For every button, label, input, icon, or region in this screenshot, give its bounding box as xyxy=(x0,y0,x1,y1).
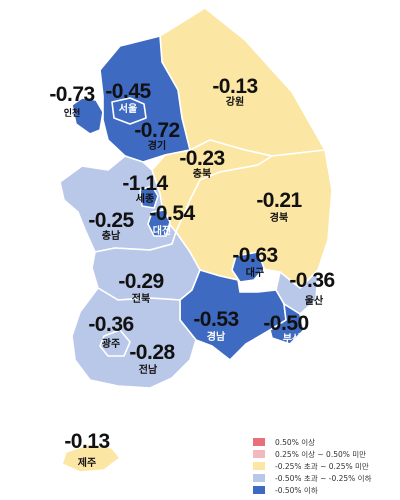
legend-swatch xyxy=(253,438,265,446)
name-jeonbuk: 전북 xyxy=(131,294,151,305)
region-busan[interactable] xyxy=(269,303,305,345)
name-chungbuk: 충북 xyxy=(192,169,212,180)
label-busan: -0.50 부산 xyxy=(263,312,309,345)
legend-swatch xyxy=(253,450,265,458)
label-daegu: -0.63 대구 xyxy=(232,244,278,279)
legend-item: -0.50% 이하 xyxy=(253,484,371,496)
label-gyeongbuk: -0.21 경북 xyxy=(256,189,302,224)
label-incheon: -0.73 인천 xyxy=(49,83,95,120)
legend-item: 0.50% 이상 xyxy=(253,436,371,448)
region-gwangju[interactable] xyxy=(99,329,131,357)
name-gangwon: 강원 xyxy=(225,97,245,108)
label-chungbuk: -0.23 충북 xyxy=(179,147,225,180)
name-gyeongbuk: 경북 xyxy=(269,213,289,224)
region-jeju[interactable] xyxy=(61,443,121,473)
region-jeonnam[interactable] xyxy=(71,287,197,389)
label-jeonbuk: -0.29 전북 xyxy=(118,270,164,305)
name-jeju: 제주 xyxy=(77,458,97,469)
legend: 0.50% 이상 0.25% 이상 ~ 0.50% 미만 -0.25% 초과 ~… xyxy=(253,436,371,496)
value-chungbuk: -0.23 xyxy=(179,147,225,170)
name-seoul: 서울 xyxy=(118,104,138,115)
name-busan: 부산 xyxy=(282,334,302,345)
value-gyeongbuk: -0.21 xyxy=(256,189,302,212)
name-sejong: 세종 xyxy=(135,194,155,205)
legend-label: 0.50% 이상 xyxy=(275,437,316,447)
legend-item: -0.50% 초과 ~ -0.25% 이하 xyxy=(253,472,371,484)
label-gyeonggi: -0.72 경기 xyxy=(134,119,180,152)
name-gyeonggi: 경기 xyxy=(147,141,167,152)
region-sejong[interactable] xyxy=(139,185,159,209)
legend-swatch xyxy=(253,486,265,494)
legend-label: 0.25% 이상 ~ 0.50% 미만 xyxy=(275,449,367,459)
value-jeju: -0.13 xyxy=(64,430,110,453)
value-jeonnam: -0.28 xyxy=(129,341,175,364)
name-gyeongnam: 경남 xyxy=(206,332,226,343)
value-daegu: -0.63 xyxy=(232,244,278,267)
value-busan: -0.50 xyxy=(263,312,309,335)
value-chungnam: -0.25 xyxy=(88,209,134,232)
value-gwangju: -0.36 xyxy=(88,313,134,336)
region-seoul[interactable] xyxy=(111,97,147,125)
label-seoul: -0.45 서울 xyxy=(105,80,151,115)
legend-swatch xyxy=(253,462,265,470)
legend-item: 0.25% 이상 ~ 0.50% 미만 xyxy=(253,448,371,460)
label-ulsan: -0.36 울산 xyxy=(289,269,335,307)
value-gyeonggi: -0.72 xyxy=(134,119,180,142)
legend-label: -0.50% 초과 ~ -0.25% 이하 xyxy=(275,473,372,483)
name-jeonnam: 전남 xyxy=(138,365,158,376)
legend-swatch xyxy=(253,474,265,482)
value-incheon: -0.73 xyxy=(49,83,95,106)
label-gwangju: -0.36 광주 xyxy=(88,313,134,350)
label-gyeongnam: -0.53 경남 xyxy=(193,308,239,343)
name-ulsan: 울산 xyxy=(304,296,324,307)
value-jeonbuk: -0.29 xyxy=(118,270,164,293)
name-incheon: 인천 xyxy=(63,109,81,119)
label-jeju: -0.13 제주 xyxy=(64,430,110,469)
legend-label: -0.25% 초과 ~ 0.25% 미만 xyxy=(275,461,369,471)
label-jeonnam: -0.28 전남 xyxy=(129,341,175,376)
value-sejong: -1.14 xyxy=(122,172,168,195)
value-seoul: -0.45 xyxy=(105,80,151,103)
name-daegu: 대구 xyxy=(245,268,265,279)
name-chungnam: 충남 xyxy=(101,231,121,242)
region-incheon[interactable] xyxy=(71,97,104,135)
legend-label: -0.50% 이하 xyxy=(275,485,318,495)
value-gangwon: -0.13 xyxy=(212,75,258,98)
label-gangwon: -0.13 강원 xyxy=(212,75,258,108)
label-chungnam: -0.25 충남 xyxy=(88,209,134,242)
label-daejeon: -0.54 대전 xyxy=(149,202,195,237)
region-daegu[interactable] xyxy=(231,251,265,283)
value-ulsan: -0.36 xyxy=(289,269,335,292)
name-daejeon: 대전 xyxy=(152,226,172,237)
region-daejeon[interactable] xyxy=(147,209,171,237)
legend-item: -0.25% 초과 ~ 0.25% 미만 xyxy=(253,460,371,472)
name-gwangju: 광주 xyxy=(101,339,121,350)
value-daejeon: -0.54 xyxy=(149,202,195,225)
label-sejong: -1.14 세종 xyxy=(122,172,168,205)
value-gyeongnam: -0.53 xyxy=(193,308,239,331)
